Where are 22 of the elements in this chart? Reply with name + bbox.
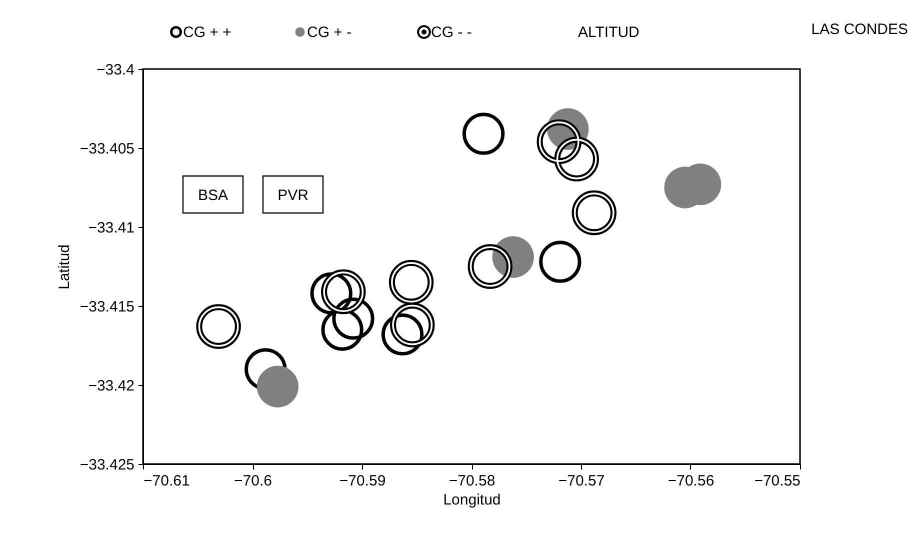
x-tick-label: −70.59 bbox=[339, 472, 386, 490]
x-tick-label: −70.55 bbox=[754, 472, 800, 490]
annotation: PVR bbox=[278, 187, 309, 204]
y-tick-label: −33.405 bbox=[80, 140, 134, 158]
text: ALTITUD bbox=[578, 24, 640, 41]
y-tick-label: −33.41 bbox=[88, 220, 134, 236]
y-axis-title: Latitud bbox=[56, 244, 73, 290]
y-tick-label: −33.42 bbox=[88, 378, 134, 394]
x-tick-label: −70.56 bbox=[668, 472, 714, 490]
legend-label: CG + - bbox=[307, 24, 352, 41]
annotation: BSA bbox=[198, 187, 228, 204]
x-tick-label: −70.61 bbox=[144, 472, 190, 490]
legend-label: CG + + bbox=[183, 24, 232, 41]
x-tick-label: −70.6 bbox=[234, 472, 272, 490]
x-axis-title: Longitud bbox=[443, 492, 501, 508]
x-tick-label: −70.58 bbox=[448, 472, 496, 490]
text: LAS CONDES bbox=[811, 21, 908, 38]
legend-label: CG - - bbox=[431, 24, 472, 41]
y-tick-label: −33.425 bbox=[80, 456, 134, 474]
x-tick-label: −70.57 bbox=[558, 472, 605, 490]
y-tick-label: −33.4 bbox=[96, 62, 134, 78]
y-tick-label: −33.415 bbox=[80, 298, 134, 316]
